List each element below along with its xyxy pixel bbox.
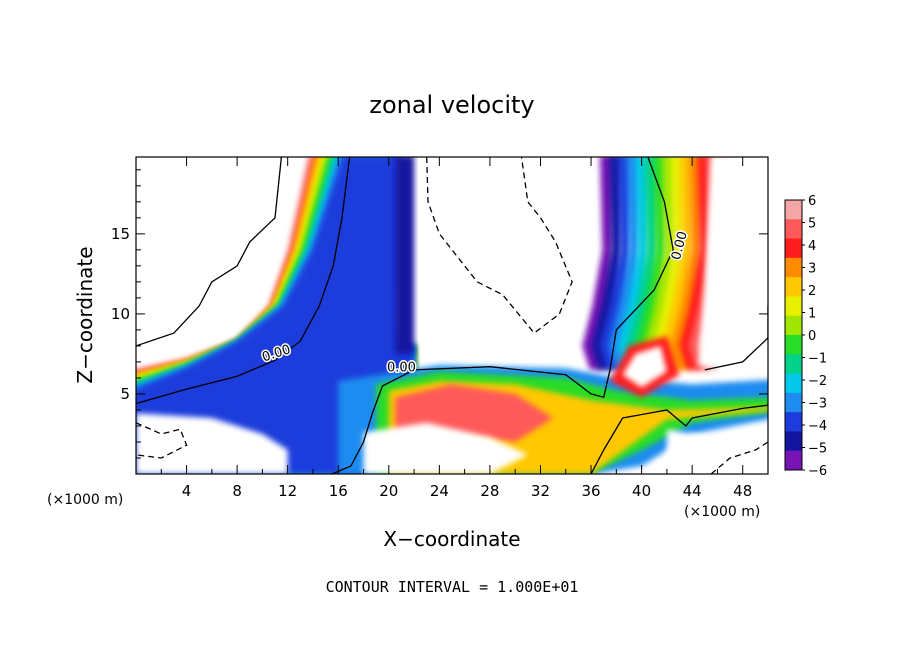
- x-tick-label: 36: [581, 482, 600, 500]
- x-tick-label: 12: [278, 482, 297, 500]
- plot-frame: [135, 156, 769, 475]
- contour-label-center: 0.00: [387, 361, 416, 376]
- zero-contour-lower-right: [590, 404, 768, 474]
- y-axis-label: Z−coordinate: [73, 246, 97, 383]
- colorbar-label: 5: [808, 217, 816, 232]
- upper-calm: [401, 157, 585, 350]
- colorbar: 6 5 4 3 2 1 0 −1 −2 −3 −4 −5 −6: [784, 194, 827, 479]
- loop-core: [622, 345, 667, 388]
- colorbar-label: −3: [808, 397, 827, 412]
- positive-contour-left: [136, 157, 283, 347]
- zero-contour-left: [136, 157, 351, 405]
- contour-interval-footer: CONTOUR INTERVAL = 1.000E+01: [326, 578, 579, 596]
- x-tick-label: 32: [531, 482, 550, 500]
- x-tick-label: 24: [430, 482, 449, 500]
- colorbar-label: −5: [808, 442, 827, 457]
- colorbar-swatch: [785, 200, 802, 220]
- bottom-left-calm: [136, 413, 288, 474]
- colorbar-swatch: [785, 412, 802, 432]
- y-tick-label: 15: [111, 225, 130, 243]
- contour-right-edge: [704, 305, 768, 371]
- bottom-right-calm: [666, 429, 768, 474]
- colorbar-swatch: [785, 238, 802, 259]
- zero-contour-main: [331, 157, 674, 474]
- colorbar-swatch: [785, 315, 802, 336]
- colorbar-swatch: [785, 450, 802, 471]
- x-tick-label: 4: [182, 482, 192, 500]
- negative-contour-left: [136, 422, 188, 459]
- colorbar-label: −4: [808, 419, 827, 434]
- y-axis: 5 10 15: [111, 169, 768, 459]
- colorbar-label: 1: [808, 307, 816, 322]
- colorbar-label: 2: [808, 284, 816, 299]
- y-tick-label: 5: [120, 385, 130, 403]
- center-plume: [395, 157, 585, 354]
- colorbar-swatch: [785, 335, 802, 355]
- x-tick-label: 28: [480, 482, 499, 500]
- colorbar-label: 6: [808, 194, 816, 209]
- colorbar-swatch: [785, 373, 802, 394]
- colorbar-label: 4: [808, 239, 816, 254]
- plume-edge: [395, 157, 415, 354]
- colorbar-swatch: [785, 392, 802, 413]
- negative-contour-bottom-right: [710, 441, 768, 474]
- x-unit-label: (×1000 m): [47, 492, 123, 508]
- x-axis-label: X−coordinate: [383, 527, 520, 551]
- colorbar-label: 3: [808, 262, 816, 277]
- low-calm: [363, 422, 528, 474]
- right-calm: [698, 157, 768, 377]
- colorbar-swatch: [785, 257, 802, 278]
- x-tick-label: 8: [232, 482, 242, 500]
- colorbar-label: 0: [808, 329, 816, 344]
- colorbar-swatch: [785, 296, 802, 317]
- x-tick-label: 44: [683, 482, 702, 500]
- velocity-field: 0.000.000.00: [136, 157, 768, 474]
- x-tick-label: 16: [329, 482, 348, 500]
- negative-contour-center: [426, 157, 573, 334]
- low-level-band: [136, 336, 768, 474]
- colorbar-swatch: [785, 431, 802, 452]
- x-tick-label: 20: [379, 482, 398, 500]
- colorbar-label: −1: [808, 352, 827, 367]
- x-axis: 4 8 12 16 20 24 28 32 36 40 44 48: [160, 157, 752, 500]
- y-tick-label: 10: [111, 305, 130, 323]
- colorbar-swatch: [785, 219, 802, 240]
- colorbar-label: −6: [808, 464, 827, 479]
- colorbar-label: −2: [808, 374, 827, 389]
- colorbar-swatch: [785, 277, 802, 297]
- right-plume: [582, 157, 768, 377]
- x-tick-label: 40: [632, 482, 651, 500]
- x-tick-label: 48: [733, 482, 752, 500]
- chart-title: zonal velocity: [369, 91, 534, 119]
- y-unit-label: (×1000 m): [684, 504, 760, 520]
- colorbar-swatch: [785, 354, 802, 375]
